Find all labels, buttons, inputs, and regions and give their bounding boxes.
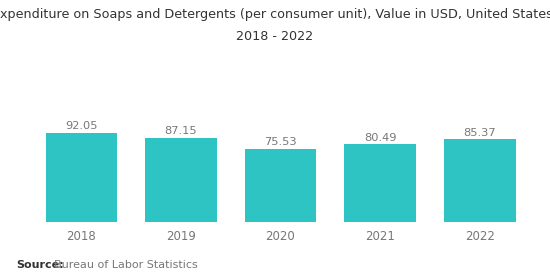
Text: 80.49: 80.49 xyxy=(364,133,397,143)
Text: 85.37: 85.37 xyxy=(463,128,496,138)
Text: Expenditure on Soaps and Detergents (per consumer unit), Value in USD, United St: Expenditure on Soaps and Detergents (per… xyxy=(0,8,550,21)
Bar xyxy=(46,133,117,222)
Text: 75.53: 75.53 xyxy=(264,137,297,147)
Text: 92.05: 92.05 xyxy=(65,122,97,132)
Bar xyxy=(245,149,316,222)
Bar xyxy=(444,139,515,222)
Text: Bureau of Labor Statistics: Bureau of Labor Statistics xyxy=(47,260,197,270)
Text: 2018 - 2022: 2018 - 2022 xyxy=(236,30,314,43)
Bar xyxy=(145,138,217,222)
Text: Source:: Source: xyxy=(16,260,64,270)
Bar xyxy=(344,144,416,222)
Text: 87.15: 87.15 xyxy=(164,126,197,136)
